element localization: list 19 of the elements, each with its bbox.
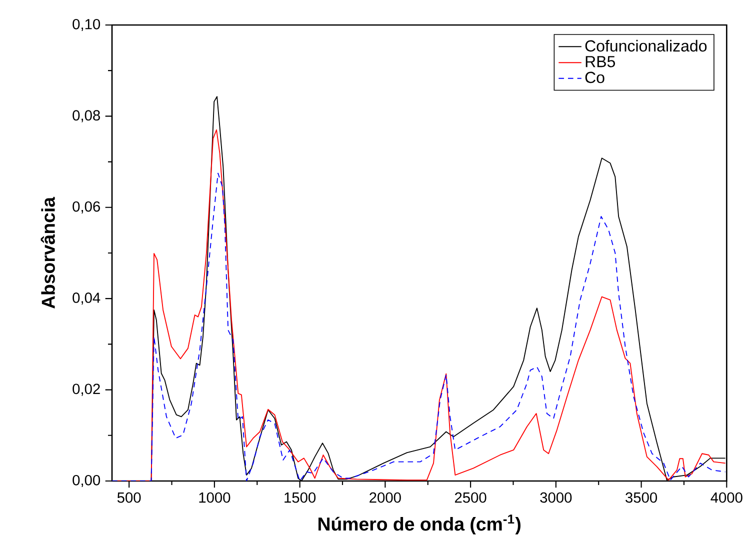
x-tick-label: 3000 xyxy=(540,492,572,503)
y-axis-title: Absorvância xyxy=(40,196,55,309)
y-tick-label: 0,02 xyxy=(72,384,100,396)
x-tick-label: 3500 xyxy=(626,492,658,503)
x-tick-label: 2500 xyxy=(454,492,486,503)
legend-label: Cofuncionalizado xyxy=(585,40,707,52)
y-tick-label: 0,00 xyxy=(72,474,100,488)
y-tick-label: 0,06 xyxy=(72,201,100,214)
legend-label: RB5 xyxy=(586,56,615,68)
x-tick-label: 1500 xyxy=(284,492,316,503)
x-axis-title: Número de onda (cm$^{-1}$) xyxy=(318,514,520,534)
y-tick-label: 0,08 xyxy=(72,110,100,122)
x-tick-label: 2000 xyxy=(370,492,401,503)
x-tick-label: 4000 xyxy=(710,492,742,503)
legend-label: Co xyxy=(585,72,604,84)
y-tick-label: 0,04 xyxy=(72,292,100,305)
x-tick-label: 1000 xyxy=(199,492,230,503)
y-tick-label: 0,10 xyxy=(72,18,100,32)
x-tick-label: 500 xyxy=(117,492,141,503)
